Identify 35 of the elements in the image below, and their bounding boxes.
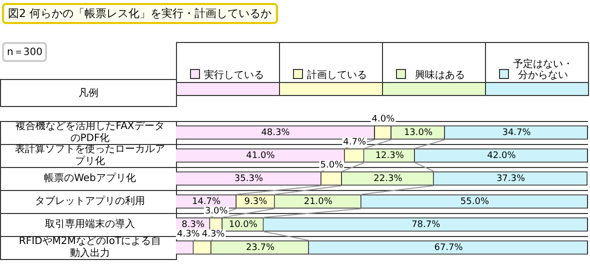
data-label: 23.7% xyxy=(246,242,275,253)
data-label: 4.0% xyxy=(372,114,396,125)
data-label: 78.7% xyxy=(412,220,441,230)
data-label: 67.7% xyxy=(434,242,464,253)
data-label: 14.7% xyxy=(192,196,222,207)
data-label: 34.7% xyxy=(502,128,532,138)
data-label: 9.3% xyxy=(244,196,268,207)
legend-title: 凡例 xyxy=(0,79,177,107)
y-tick-label: RFIDやM2MなどのIoTによる自動入出力 xyxy=(18,235,162,260)
data-label: 21.0% xyxy=(304,196,333,207)
data-label: 10.0% xyxy=(228,220,258,230)
chart-title: 図2 何らかの「帳票レス化」を実行・計画しているか xyxy=(2,3,278,24)
legend-label: 実行している xyxy=(203,70,265,81)
y-tick-label: 取引専用端末の導入 xyxy=(45,218,135,230)
legend-label: 計画している xyxy=(306,70,368,81)
data-label: 41.0% xyxy=(246,150,276,161)
data-label: 13.0% xyxy=(404,128,433,138)
data-label: 42.0% xyxy=(487,150,516,161)
data-label: 55.0% xyxy=(460,196,490,207)
data-label: 5.0% xyxy=(320,160,344,171)
data-label: 37.3% xyxy=(496,174,526,184)
data-label: 48.3% xyxy=(261,128,290,138)
y-tick-label: タブレットアプリの利用 xyxy=(35,195,145,208)
legend-label: 予定はない・分からない xyxy=(512,59,574,81)
data-label: 3.0% xyxy=(204,206,228,217)
data-label: 22.3% xyxy=(374,174,403,184)
text: n＝300 xyxy=(2,42,48,62)
data-label: 35.3% xyxy=(234,174,264,184)
legend-label: 興味はある xyxy=(414,70,466,81)
data-label: 12.3% xyxy=(375,150,404,161)
data-label: 8.3% xyxy=(182,220,205,230)
data-label: 4.3% xyxy=(176,230,200,240)
data-label: 4.3% xyxy=(202,230,226,240)
data-label: 4.7% xyxy=(343,138,366,148)
y-tick-label: 帳票のWebアプリ化 xyxy=(44,172,136,184)
